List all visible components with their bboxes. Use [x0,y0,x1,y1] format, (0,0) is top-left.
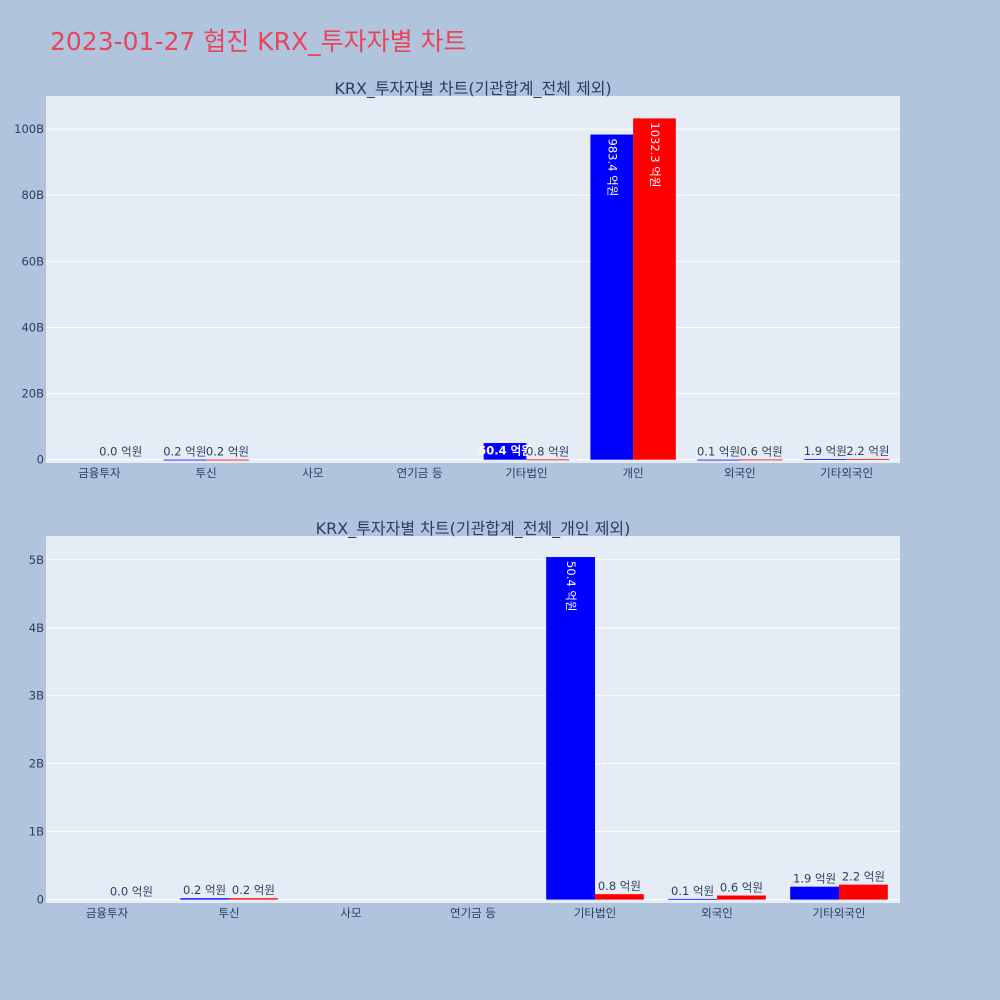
bar [163,459,207,461]
bar-label: 0.8 억원 [526,444,569,458]
plot-area [46,96,900,463]
x-tick-label: 기타법인 [505,466,547,480]
bar-label: 0.8 억원 [598,879,641,893]
x-tick-label: 외국인 [701,906,733,920]
y-tick-label: 80B [21,188,44,202]
y-tick-label: 2B [29,757,44,771]
y-tick-label: 3B [29,689,44,703]
y-tick-label: 0 [37,893,44,907]
chart-title: KRX_투자자별 차트(기관합계_전체_개인 제외) [316,519,631,539]
bar-label: 0.2 억원 [183,883,226,897]
bar-label: 2.2 억원 [842,870,885,884]
bar [846,458,890,460]
x-tick-label: 연기금 등 [397,466,443,480]
chart-title: KRX_투자자별 차트(기관합계_전체 제외) [334,79,611,99]
x-tick-label: 투신 [218,906,239,920]
x-tick-label: 투신 [196,466,217,480]
x-tick-label: 연기금 등 [450,906,496,920]
bar-label: 1032.3 억원 [648,122,662,187]
bar [790,886,839,900]
x-tick-label: 기타외국인 [813,906,866,920]
x-tick-label: 개인 [623,466,644,480]
bar [739,459,783,461]
y-tick-label: 5B [29,553,44,567]
bar-label: 0.2 억원 [206,445,249,459]
bar [590,134,634,460]
y-tick-label: 60B [21,254,44,268]
x-tick-label: 사모 [302,466,323,480]
y-tick-label: 40B [21,320,44,334]
bar [229,898,278,900]
bar [633,118,676,460]
bar-label: 2.2 억원 [846,444,889,458]
bar [483,443,527,460]
x-tick-label: 기타외국인 [820,466,873,480]
bar-label: 983.4 억원 [605,139,619,197]
bar-label: 0.0 억원 [110,885,153,899]
bar [839,884,888,900]
bar [803,459,847,460]
bar [717,895,766,900]
x-tick-label: 외국인 [724,466,756,480]
x-tick-label: 금융투자 [86,906,129,920]
bar [668,898,717,900]
bar-label: 0.0 억원 [99,445,142,459]
x-tick-label: 사모 [340,906,361,920]
bar [595,894,644,900]
x-tick-label: 금융투자 [78,466,121,480]
bar [180,898,229,900]
bar-label: 0.2 억원 [232,883,275,897]
bar [697,459,740,461]
y-tick-label: 4B [29,621,44,635]
bar-label: 1.9 억원 [793,872,836,886]
bar-label: 0.6 억원 [740,444,783,458]
y-tick-label: 100B [14,122,44,136]
bar-label: 0.1 억원 [697,445,740,459]
chart-1: 0 20B 40B 60B 80B 100B KRX_투자자별 차트(기관합계_전체 제외)… [14,79,900,480]
y-tick-label: 20B [21,387,44,401]
plot-area [46,536,900,903]
bar [526,459,570,461]
y-tick-label: 0 [37,453,44,467]
bar-label: 0.1 억원 [671,884,714,898]
bar-label: 50.4 억원 [564,561,578,611]
bar-label: 0.2 억원 [163,445,206,459]
chart-2: 0 1B 2B 3B 4B 5B KRX_투자자별 차트(기관합계_전체_개인 제외) 금융투… [29,519,900,920]
y-tick-label: 1B [29,825,44,839]
x-tick-label: 기타법인 [574,906,616,920]
bar-label: 50.4 억원 [478,443,532,457]
bar-label: 0.6 억원 [720,881,763,895]
bar [206,459,249,461]
bar-label: 1.9 억원 [804,444,847,458]
bar [546,557,595,900]
page-title: 2023-01-27 협진 KRX_투자자별 차트 [50,27,467,56]
